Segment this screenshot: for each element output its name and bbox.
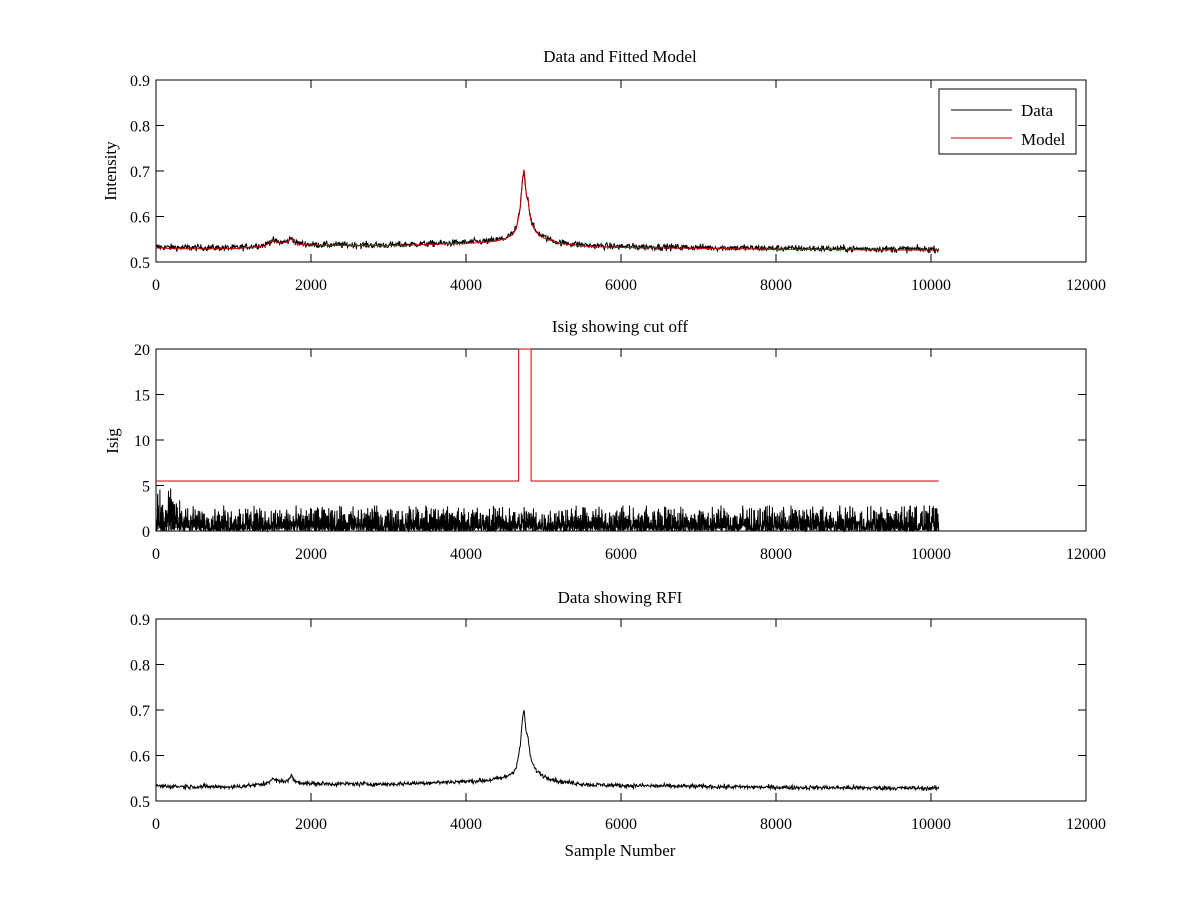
y-tick-label: 0.6 bbox=[130, 749, 150, 766]
x-tick-label: 6000 bbox=[605, 546, 637, 563]
x-tick-label: 10000 bbox=[911, 546, 951, 563]
x-tick-label: 10000 bbox=[911, 816, 951, 833]
y-tick-label: 20 bbox=[134, 342, 150, 359]
x-tick-label: 0 bbox=[152, 546, 160, 563]
y-tick-label: 0.9 bbox=[130, 73, 150, 90]
plot-area: 0 2000 4000 6000 8000 10000 12000 0.5 0.6 0.7 0.8 0… bbox=[130, 73, 1106, 294]
y-tick-label: 0.9 bbox=[130, 612, 150, 629]
x-tick-label: 6000 bbox=[605, 816, 637, 833]
x-axis-label: Sample Number bbox=[565, 841, 676, 860]
x-tick-label: 8000 bbox=[760, 546, 792, 563]
x-tick-label: 4000 bbox=[450, 277, 482, 294]
legend-label-model: Model bbox=[1021, 130, 1066, 149]
x-tick-label: 0 bbox=[152, 277, 160, 294]
legend-box bbox=[938, 88, 1077, 155]
x-tick-label: 0 bbox=[152, 816, 160, 833]
series-line-trace-0 bbox=[155, 710, 940, 792]
y-tick-label: 0.7 bbox=[130, 703, 150, 720]
y-axis-label: Intensity bbox=[101, 141, 120, 201]
series-line-model bbox=[155, 170, 939, 251]
x-tick-label: 6000 bbox=[605, 277, 637, 294]
legend: Data Model bbox=[938, 88, 1077, 155]
x-tick-label: 12000 bbox=[1066, 277, 1106, 294]
y-tick-label: 0.8 bbox=[130, 119, 150, 136]
plot-area: 0 2000 4000 6000 8000 10000 12000 0 5 10 15 20 bbox=[134, 342, 1106, 563]
series-line-step-1 bbox=[156, 348, 939, 482]
x-tick-label: 2000 bbox=[295, 546, 327, 563]
series-line-noise-0 bbox=[155, 488, 940, 533]
x-tick-label: 4000 bbox=[450, 816, 482, 833]
x-tick-label: 8000 bbox=[760, 816, 792, 833]
x-tick-label: 2000 bbox=[295, 816, 327, 833]
plot-area: 0 2000 4000 6000 8000 10000 12000 0.5 0.6 0.7 0.8 0… bbox=[130, 612, 1106, 833]
x-tick-label: 12000 bbox=[1066, 816, 1106, 833]
x-tick-label: 10000 bbox=[911, 277, 951, 294]
y-tick-label: 0 bbox=[142, 524, 150, 541]
y-tick-label: 0.5 bbox=[130, 255, 150, 272]
y-axis-label: Isig bbox=[103, 428, 122, 454]
y-tick-label: 10 bbox=[134, 433, 150, 450]
panel-isig-cut-off: Isig showing cut off Isig 0 2000 4000 6000 8… bbox=[103, 317, 1106, 563]
y-tick-label: 0.8 bbox=[130, 658, 150, 675]
y-tick-label: 15 bbox=[134, 388, 150, 405]
panel-title: Data and Fitted Model bbox=[543, 47, 697, 66]
x-tick-label: 4000 bbox=[450, 546, 482, 563]
x-tick-label: 2000 bbox=[295, 277, 327, 294]
x-tick-label: 8000 bbox=[760, 277, 792, 294]
x-tick-label: 12000 bbox=[1066, 546, 1106, 563]
y-tick-label: 0.7 bbox=[130, 164, 150, 181]
y-tick-label: 0.6 bbox=[130, 210, 150, 227]
legend-label-data: Data bbox=[1021, 101, 1054, 120]
panel-title: Data showing RFI bbox=[558, 588, 683, 607]
y-tick-label: 0.5 bbox=[130, 794, 150, 811]
y-tick-label: 5 bbox=[142, 479, 150, 496]
panel-data-showing-rfi: Data showing RFI Sample Number 0 2000 4000… bbox=[130, 588, 1106, 860]
panel-title: Isig showing cut off bbox=[552, 317, 688, 336]
panel-data-and-fitted-model: Data and Fitted Model Intensity 0 2000 400… bbox=[101, 47, 1106, 294]
